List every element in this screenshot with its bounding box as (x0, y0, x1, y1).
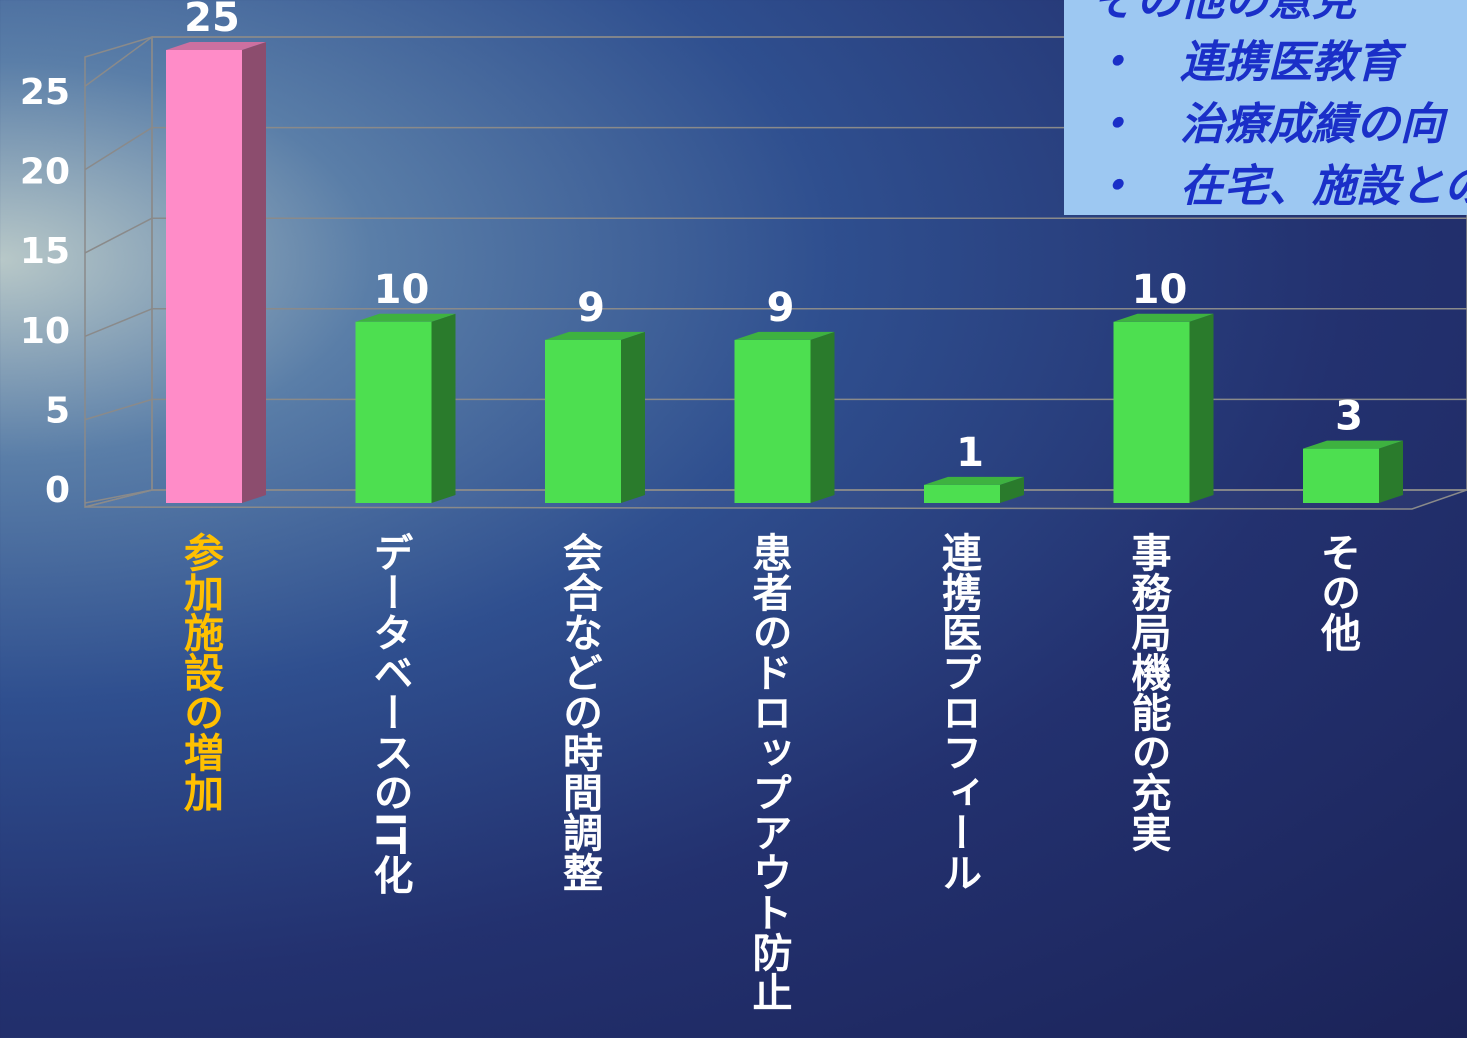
bar-side (431, 313, 456, 503)
value-label: 9 (767, 285, 795, 331)
value-label: 25 (184, 0, 240, 41)
grid-line (84, 126, 153, 171)
bar (545, 339, 621, 503)
side-wall (84, 35, 153, 508)
bar-top (355, 313, 456, 322)
bar (734, 339, 811, 503)
bar-side (1379, 440, 1403, 503)
y-tick-label: 10 (20, 311, 70, 352)
note-item: ・ 連携医教育 (1092, 37, 1400, 88)
bar-side (621, 331, 645, 503)
y-tick-label: 0 (45, 470, 70, 511)
bar-top (166, 42, 266, 50)
bar (924, 484, 1000, 503)
bar (1113, 321, 1190, 503)
grid-line (84, 489, 153, 504)
value-label: 10 (1132, 267, 1188, 313)
x-tick-label: その他 (1314, 532, 1362, 652)
value-label: 10 (374, 267, 430, 313)
grid-line (84, 398, 153, 421)
note-title: その他の意見 (1092, 0, 1356, 26)
y-tick-label: 25 (20, 72, 70, 113)
bar-top (734, 331, 835, 340)
grid-line (84, 36, 153, 87)
bar-top (1303, 440, 1403, 449)
x-tick-label: 参加施設の増加 (177, 532, 224, 812)
bar (355, 321, 432, 503)
note-item: ・ 在宅、施設との (1092, 161, 1467, 212)
bar-side (1189, 313, 1214, 503)
bar-side (242, 42, 266, 503)
y-tick-label: 20 (20, 152, 70, 193)
bar-top (924, 476, 1024, 485)
value-label: 3 (1335, 394, 1363, 440)
bar-side (810, 331, 835, 503)
bar-top (545, 331, 645, 340)
value-label: 9 (577, 285, 605, 331)
x-tick-label: 会合などの時間調整 (556, 532, 603, 892)
bar-side (1000, 476, 1024, 503)
note-box: その他の意見 ・ 連携医教育 ・ 治療成績の向 ・ 在宅、施設との (1064, 0, 1467, 215)
bar (166, 50, 242, 503)
x-tick-label: 事務局機能の充実 (1125, 532, 1172, 852)
x-tick-label: データベースのIT化 (367, 532, 414, 894)
x-tick-label: 連携医プロフィール (935, 532, 982, 892)
bar-top (1113, 313, 1214, 322)
y-tick-label: 5 (45, 390, 70, 431)
grid-line (84, 308, 153, 337)
y-tick-label: 15 (20, 231, 70, 272)
value-label: 1 (956, 430, 984, 476)
note-item: ・ 治療成績の向 (1092, 99, 1444, 150)
bar (1303, 448, 1379, 503)
x-tick-label: 患者のドロップアウト防止 (746, 532, 793, 1012)
grid-line (84, 217, 153, 254)
